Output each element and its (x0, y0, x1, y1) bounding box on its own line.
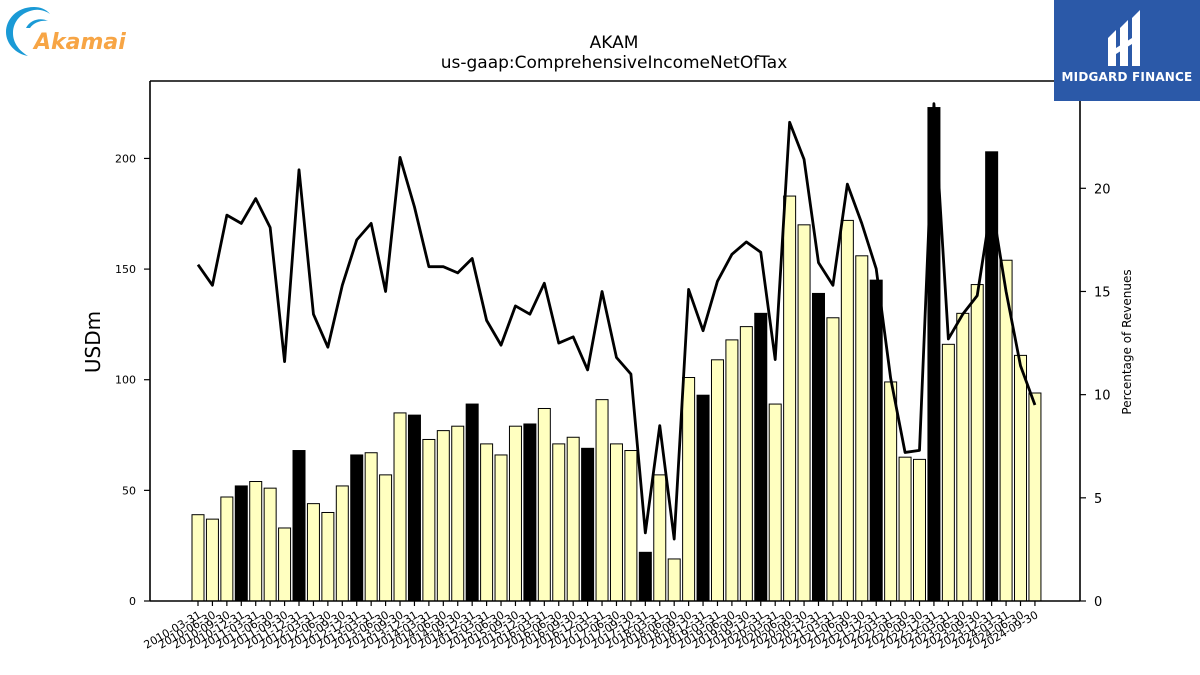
bar-2018-09-30 (682, 377, 696, 602)
y-axis-label: USDm (81, 311, 105, 373)
bar-2016-06-30 (552, 443, 566, 602)
bar-2011-09-30 (278, 527, 292, 602)
bar-2021-09-30 (855, 255, 869, 602)
bar-2017-06-30 (609, 443, 623, 602)
midgard-wordmark: MIDGARD FINANCE (1061, 70, 1193, 84)
bar-2023-03-31 (941, 343, 955, 602)
bar-2014-12-31 (465, 403, 479, 602)
bar-2021-06-30 (840, 219, 854, 602)
chart-title: AKAM (590, 33, 639, 53)
bar-2018-06-30 (667, 558, 681, 602)
bar-2019-06-30 (725, 339, 739, 602)
bar-2022-09-30 (913, 458, 926, 602)
axes: 050100150200051015202010-03-312010-06-30… (115, 80, 1111, 652)
bar-2023-12-31 (985, 151, 999, 602)
bar-2019-09-30 (739, 326, 753, 602)
bar-2017-09-30 (624, 450, 638, 602)
bar-2017-03-31 (595, 399, 609, 602)
bar-2010-09-30 (220, 496, 234, 602)
bar-2014-06-30 (436, 430, 450, 602)
bar-2011-12-31 (292, 450, 306, 602)
y2-axis-label: Percentage of Revenues (1120, 269, 1134, 414)
bar-2019-03-31 (710, 359, 724, 602)
bar-2020-09-30 (797, 224, 811, 602)
bar-2011-06-30 (263, 487, 277, 602)
y-tick-label: 200 (115, 152, 136, 165)
bar-2010-06-30 (205, 518, 219, 602)
bar-2013-09-30 (393, 412, 407, 602)
bar-2024-09-30 (1028, 392, 1042, 602)
line-ratio (196, 102, 1037, 541)
y2-tick-label: 10 (1094, 389, 1111, 404)
y-tick-label: 100 (115, 374, 136, 387)
bar-2012-03-31 (306, 503, 320, 602)
bar-2010-12-31 (234, 485, 248, 602)
bar-2016-09-30 (566, 436, 580, 602)
bar-2015-03-31 (480, 443, 494, 602)
akamai-swoosh-icon (6, 7, 50, 56)
bar-2016-03-31 (537, 407, 551, 602)
bar-2014-03-31 (422, 438, 436, 602)
akamai-logo: Akamai (4, 4, 139, 60)
bar-2018-12-31 (696, 394, 710, 602)
bar-2023-09-30 (970, 284, 984, 602)
bar-2015-09-30 (508, 425, 522, 602)
bar-2018-03-31 (653, 474, 667, 602)
bar-2012-06-30 (321, 511, 335, 602)
y-tick-label: 50 (122, 484, 136, 497)
line-series (196, 102, 1037, 541)
midgard-finance-logo: MIDGARD FINANCE (1054, 0, 1200, 101)
akamai-wordmark: Akamai (34, 30, 126, 55)
bar-2020-06-30 (783, 195, 797, 602)
y2-tick-label: 5 (1094, 492, 1102, 507)
midgard-emblem-icon (1108, 10, 1140, 66)
bar-2014-09-30 (451, 425, 465, 602)
y-tick-label: 0 (129, 595, 136, 608)
y-tick-label: 150 (115, 263, 136, 276)
bar-2013-06-30 (379, 474, 393, 602)
bar-2015-12-31 (523, 423, 537, 602)
bar-2012-12-31 (350, 454, 364, 602)
bar-2024-06-30 (1014, 354, 1028, 602)
y2-tick-label: 0 (1094, 595, 1102, 610)
bar-2022-03-31 (884, 381, 898, 602)
bar-2023-06-30 (956, 312, 970, 602)
y2-tick-label: 20 (1094, 182, 1111, 197)
bar-2012-09-30 (335, 485, 349, 602)
bar-2019-12-31 (754, 312, 768, 602)
bar-2021-03-31 (826, 317, 840, 602)
bar-2022-06-30 (898, 456, 912, 602)
bar-2010-03-31 (191, 514, 205, 602)
y2-tick-label: 15 (1094, 285, 1111, 300)
bar-2021-12-31 (869, 279, 883, 602)
bar-2011-03-31 (249, 481, 263, 602)
bar-2013-03-31 (364, 452, 378, 602)
bar-2020-03-31 (768, 403, 782, 602)
bar-2017-12-31 (638, 551, 652, 602)
bar-2013-12-31 (407, 414, 421, 602)
bar-2016-12-31 (581, 447, 595, 602)
bar-2020-12-31 (811, 292, 825, 602)
bar-2015-06-30 (494, 454, 508, 602)
chart-subtitle: us-gaap:ComprehensiveIncomeNetOfTax (441, 53, 788, 73)
